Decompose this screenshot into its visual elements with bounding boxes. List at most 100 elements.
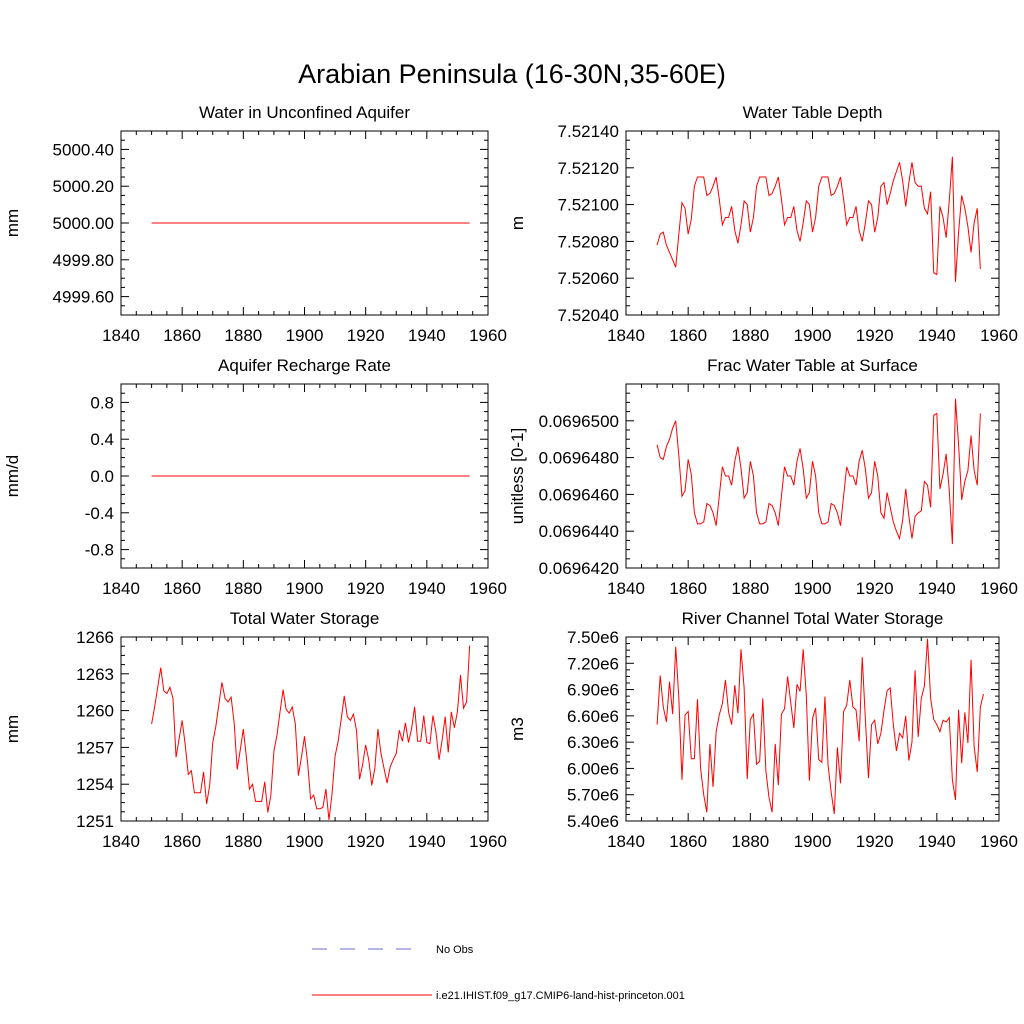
x-tick-label: 1860 — [163, 832, 201, 851]
panel-5: Total Water Storage mm 1840 1860 1880 1900 192… — [3, 609, 507, 851]
x-tick-label: 1860 — [163, 579, 201, 598]
x-tick-label: 1840 — [607, 579, 645, 598]
x-tick-label: 1900 — [286, 579, 324, 598]
y-axis-label: m3 — [508, 717, 527, 741]
panel-title: River Channel Total Water Storage — [682, 609, 944, 628]
y-tick-label: 6.30e6 — [567, 733, 619, 752]
panel-title: Aquifer Recharge Rate — [218, 356, 391, 375]
x-tick-label: 1940 — [408, 326, 446, 345]
x-tick-label: 1960 — [980, 832, 1018, 851]
x-tick-label: 1960 — [980, 579, 1018, 598]
x-tick-label: 1860 — [669, 579, 707, 598]
x-tick-label: 1940 — [918, 326, 956, 345]
x-tick-label: 1900 — [286, 326, 324, 345]
x-tick-label: 1900 — [794, 326, 832, 345]
y-tick-label: 0.0696440 — [539, 522, 619, 541]
x-tick-label: 1840 — [607, 326, 645, 345]
x-tick-label: 1920 — [856, 579, 894, 598]
y-tick-label: 0.0696480 — [539, 449, 619, 468]
y-tick-label: 1251 — [76, 812, 114, 831]
y-axis-label: mm/d — [3, 455, 22, 498]
panel-3: Aquifer Recharge Rate mm/d 1840 1860 1880 190… — [3, 356, 507, 598]
y-tick-label: -0.8 — [85, 541, 114, 560]
y-tick-label: 1263 — [76, 665, 114, 684]
y-tick-label: 6.90e6 — [567, 681, 619, 700]
y-axis-label: mm — [3, 209, 22, 237]
panel-1: Water in Unconfined Aquifer mm 1840 1860 188… — [3, 103, 507, 345]
series-line — [656, 156, 981, 282]
y-tick-label: 7.52120 — [558, 159, 619, 178]
y-tick-label: 1254 — [76, 775, 114, 794]
x-tick-label: 1840 — [102, 326, 140, 345]
panel-title: Water Table Depth — [743, 103, 883, 122]
legend-model-label: i.e21.IHIST.f09_g17.CMIP6-land-hist-prin… — [436, 990, 685, 1002]
x-tick-label: 1940 — [408, 832, 446, 851]
y-tick-label: 6.00e6 — [567, 759, 619, 778]
y-tick-label: 5000.40 — [53, 140, 114, 159]
panel-title: Frac Water Table at Surface — [707, 356, 918, 375]
x-tick-label: 1840 — [607, 832, 645, 851]
x-tick-label: 1920 — [347, 326, 385, 345]
x-tick-label: 1860 — [163, 326, 201, 345]
x-tick-label: 1920 — [347, 832, 385, 851]
y-tick-label: 5.70e6 — [567, 786, 619, 805]
x-tick-label: 1960 — [469, 326, 507, 345]
x-tick-label: 1940 — [918, 579, 956, 598]
x-tick-label: 1900 — [286, 832, 324, 851]
y-tick-label: 1266 — [76, 628, 114, 647]
x-tick-label: 1880 — [224, 832, 262, 851]
panel-title: Total Water Storage — [230, 609, 380, 628]
y-tick-label: 0.8 — [90, 393, 114, 412]
x-tick-label: 1880 — [224, 326, 262, 345]
panel-6: River Channel Total Water Storage m3 1840 1… — [508, 609, 1018, 851]
x-tick-label: 1920 — [347, 579, 385, 598]
y-tick-label: 0.4 — [90, 430, 114, 449]
y-tick-label: 6.60e6 — [567, 707, 619, 726]
x-tick-label: 1900 — [794, 832, 832, 851]
y-tick-label: 5.40e6 — [567, 812, 619, 831]
y-tick-label: 1257 — [76, 738, 114, 757]
y-tick-label: 1260 — [76, 702, 114, 721]
y-tick-label: 7.52140 — [558, 122, 619, 141]
y-tick-label: 7.52100 — [558, 196, 619, 215]
x-tick-label: 1840 — [102, 832, 140, 851]
x-tick-label: 1840 — [102, 579, 140, 598]
y-tick-label: 0.0696500 — [539, 412, 619, 431]
y-tick-label: 7.50e6 — [567, 628, 619, 647]
x-tick-label: 1940 — [918, 832, 956, 851]
x-tick-label: 1880 — [731, 326, 769, 345]
x-tick-label: 1900 — [794, 579, 832, 598]
series-line — [656, 638, 984, 815]
panel-4: Frac Water Table at Surface unitless [0-1… — [508, 356, 1018, 598]
x-tick-label: 1920 — [856, 326, 894, 345]
x-tick-label: 1960 — [980, 326, 1018, 345]
x-tick-label: 1880 — [224, 579, 262, 598]
plot-frame — [625, 636, 1000, 822]
y-axis-label: mm — [3, 715, 22, 743]
legend: No Obs i.e21.IHIST.f09_g17.CMIP6-land-hi… — [312, 944, 685, 1002]
panel-2: Water Table Depth m 1840 1860 1880 1900 1920 19… — [508, 103, 1018, 345]
figure-title: Arabian Peninsula (16-30N,35-60E) — [298, 59, 726, 89]
x-tick-label: 1920 — [856, 832, 894, 851]
plot-frame — [120, 636, 489, 822]
y-axis-label: unitless [0-1] — [508, 428, 527, 524]
x-tick-label: 1960 — [469, 579, 507, 598]
y-tick-label: 7.20e6 — [567, 654, 619, 673]
series-line — [151, 645, 471, 820]
panel-title: Water in Unconfined Aquifer — [199, 103, 410, 122]
x-tick-label: 1960 — [469, 832, 507, 851]
x-tick-label: 1940 — [408, 579, 446, 598]
y-axis-label: m — [508, 216, 527, 230]
x-tick-label: 1880 — [731, 832, 769, 851]
series-line — [656, 398, 981, 545]
y-tick-label: 7.52060 — [558, 269, 619, 288]
x-tick-label: 1860 — [669, 326, 707, 345]
y-tick-label: 7.52040 — [558, 306, 619, 325]
y-tick-label: 4999.80 — [53, 251, 114, 270]
y-tick-label: 5000.20 — [53, 177, 114, 196]
plot-frame — [625, 130, 1000, 316]
y-tick-label: 5000.00 — [53, 214, 114, 233]
y-tick-label: 7.52080 — [558, 232, 619, 251]
y-tick-label: 0.0696420 — [539, 559, 619, 578]
